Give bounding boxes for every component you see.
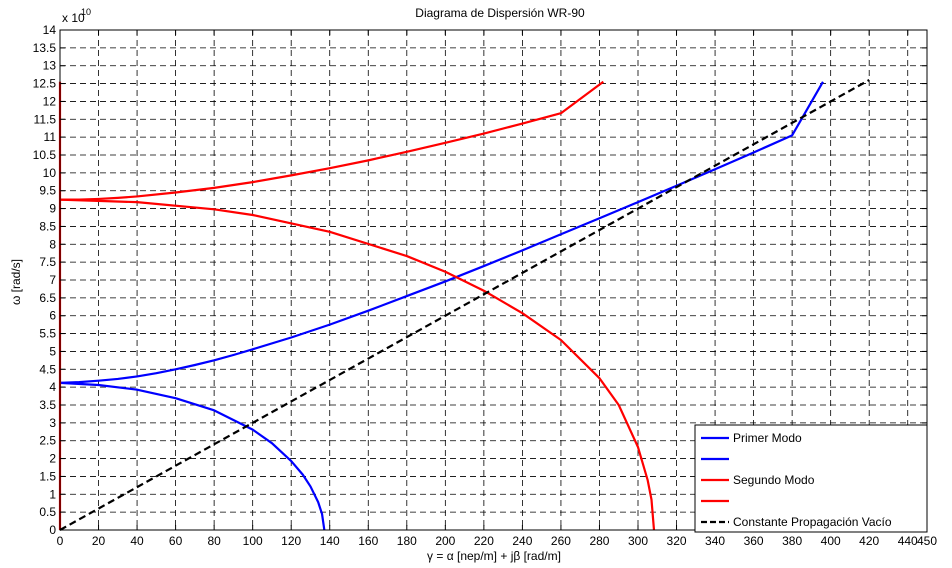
x-tick-label: 20 (92, 534, 106, 548)
series-line (59, 81, 824, 384)
x-tick-label: 260 (551, 534, 571, 548)
x-tick-label: 240 (512, 534, 532, 548)
x-tick-label: 400 (821, 534, 841, 548)
y-tick-label: 2 (49, 452, 56, 466)
x-tick-label: 440 (898, 534, 918, 548)
plot-border (59, 29, 928, 531)
x-tick-label: 200 (435, 534, 455, 548)
legend-box (694, 424, 928, 533)
series-line (59, 381, 326, 531)
y-tick-label: 10 (43, 166, 57, 180)
y-tick-label: 10.5 (33, 148, 57, 162)
x-tick-label: 140 (320, 534, 340, 548)
y-tick-label: 6 (49, 309, 56, 323)
y-tick-label: 12 (43, 94, 57, 108)
x-tick-label: 360 (744, 534, 764, 548)
y-tick-label: 9 (49, 202, 56, 216)
y-tick-label: 6.5 (39, 291, 56, 305)
axes (59, 29, 928, 531)
y-tick-label: 8 (49, 237, 56, 251)
x-tick-label: 300 (628, 534, 648, 548)
y-tick-label: 1 (49, 487, 56, 501)
grid (60, 30, 927, 530)
x-axis-label: γ = α [nep/m] + jβ [rad/m] (427, 549, 561, 563)
legend-label: Segundo Modo (733, 473, 815, 487)
x-tick-label: 380 (782, 534, 802, 548)
y-tick-label: 0.5 (39, 505, 56, 519)
x-tick-label: 280 (589, 534, 609, 548)
x-tick-label: 180 (397, 534, 417, 548)
x-tick-label: 220 (474, 534, 494, 548)
x-tick-label: 0 (57, 534, 64, 548)
y-tick-label: 3 (49, 416, 56, 430)
y-tick-label: 1.5 (39, 469, 56, 483)
y-tick-label: 11.5 (34, 112, 57, 126)
y-tick-label: 4.5 (39, 362, 56, 376)
y-tick-label: 11 (44, 130, 57, 144)
y-tick-label: 7 (49, 273, 56, 287)
y-tick-label: 14 (43, 23, 57, 37)
chart-title: Diagrama de Dispersión WR-90 (415, 6, 585, 20)
legend: Primer Modo Segundo Modo Constante Propaga… (694, 424, 928, 533)
x-tick-label: 450 (917, 534, 937, 548)
series-line (60, 80, 604, 201)
x-tick-label: 420 (859, 534, 879, 548)
x-tick-label: 120 (281, 534, 301, 548)
y-tick-label: 2.5 (39, 434, 56, 448)
x-tick-label: 100 (243, 534, 263, 548)
legend-label: Primer Modo (733, 431, 802, 445)
x-tick-label: 80 (207, 534, 221, 548)
y-tick-label: 7.5 (39, 255, 56, 269)
tick-labels: 0 20 40 60 80 100 120 140 160 180 200 220 240 260 280 3… (33, 23, 938, 548)
y-tick-label: 0 (49, 523, 56, 537)
x-tick-label: 60 (169, 534, 183, 548)
y-tick-label: 13.5 (33, 41, 57, 55)
x-tick-label: 340 (705, 534, 725, 548)
legend-label: Constante Propagación Vacío (733, 515, 892, 529)
y-tick-label: 4 (49, 380, 56, 394)
y-tick-label: 9.5 (39, 184, 56, 198)
y-axis-label: ω [rad/s] (9, 259, 23, 305)
y-tick-label: 12.5 (33, 77, 57, 91)
y-tick-label: 8.5 (39, 219, 56, 233)
y-tick-label: 3.5 (39, 398, 56, 412)
series-line (59, 198, 656, 531)
x-tick-label: 40 (130, 534, 144, 548)
y-multiplier-exponent: 10 (81, 7, 91, 17)
series-line (59, 79, 870, 531)
x-tick-label: 320 (667, 534, 687, 548)
y-multiplier: x 10 (62, 11, 85, 25)
x-tick-label: 160 (358, 534, 378, 548)
y-tick-label: 5 (49, 344, 56, 358)
y-tick-label: 5.5 (39, 327, 56, 341)
y-tick-label: 13 (43, 59, 57, 73)
